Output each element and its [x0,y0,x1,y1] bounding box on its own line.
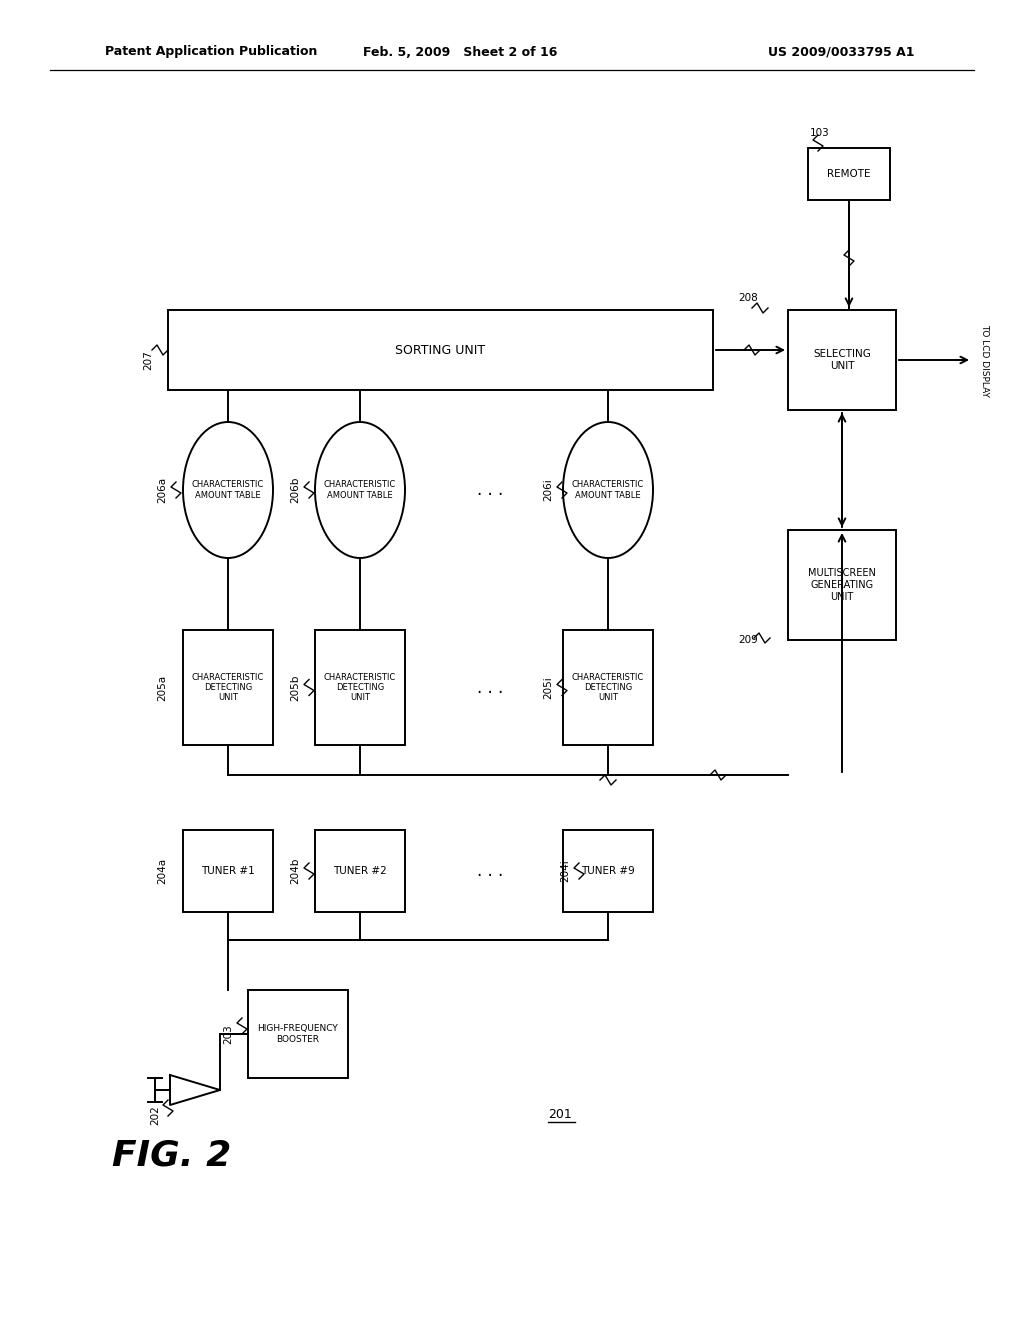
Bar [315,630,406,744]
Text: 204i: 204i [560,859,570,882]
Text: REMOTE: REMOTE [827,169,870,180]
Text: 205a: 205a [157,675,167,701]
Text: CHARACTERISTIC
AMOUNT TABLE: CHARACTERISTIC AMOUNT TABLE [191,480,264,500]
Ellipse shape [315,422,406,558]
Text: TUNER #2: TUNER #2 [333,866,387,876]
Text: TUNER #1: TUNER #1 [201,866,255,876]
Bar [248,990,348,1078]
Bar [168,310,713,389]
Text: . . .: . . . [477,678,503,697]
Text: FIG. 2: FIG. 2 [112,1138,231,1172]
Bar [808,148,890,201]
Text: 204a: 204a [157,858,167,884]
Text: US 2009/0033795 A1: US 2009/0033795 A1 [768,45,915,58]
Text: 206a: 206a [157,477,167,503]
Text: TO LCD DISPLAY: TO LCD DISPLAY [981,323,989,396]
Text: 203: 203 [223,1024,233,1044]
Text: 206i: 206i [543,479,553,502]
Text: . . .: . . . [477,480,503,499]
Text: HIGH-FREQUENCY
BOOSTER: HIGH-FREQUENCY BOOSTER [258,1024,338,1044]
Text: 201: 201 [548,1109,571,1122]
Text: CHARACTERISTIC
DETECTING
UNIT: CHARACTERISTIC DETECTING UNIT [571,673,644,702]
Text: Patent Application Publication: Patent Application Publication [105,45,317,58]
Bar [563,630,653,744]
Bar [183,630,273,744]
Text: CHARACTERISTIC
AMOUNT TABLE: CHARACTERISTIC AMOUNT TABLE [571,480,644,500]
Text: 206b: 206b [290,477,300,503]
Text: CHARACTERISTIC
DETECTING
UNIT: CHARACTERISTIC DETECTING UNIT [324,673,396,702]
Ellipse shape [183,422,273,558]
Text: Feb. 5, 2009   Sheet 2 of 16: Feb. 5, 2009 Sheet 2 of 16 [362,45,557,58]
Text: 207: 207 [143,350,153,370]
Bar [563,830,653,912]
Text: CHARACTERISTIC
DETECTING
UNIT: CHARACTERISTIC DETECTING UNIT [191,673,264,702]
Text: SORTING UNIT: SORTING UNIT [395,343,485,356]
Bar [183,830,273,912]
Text: MULTISCREEN
GENERATING
UNIT: MULTISCREEN GENERATING UNIT [808,569,876,602]
Text: 208: 208 [738,293,758,304]
Text: 202: 202 [150,1105,160,1125]
Bar [788,531,896,640]
Bar [315,830,406,912]
Text: 205b: 205b [290,675,300,701]
Ellipse shape [563,422,653,558]
Text: TUNER #9: TUNER #9 [582,866,635,876]
Text: SELECTING
UNIT: SELECTING UNIT [813,350,871,371]
Text: 205i: 205i [543,676,553,698]
Text: 204b: 204b [290,858,300,884]
Bar [788,310,896,411]
Text: CHARACTERISTIC
AMOUNT TABLE: CHARACTERISTIC AMOUNT TABLE [324,480,396,500]
Text: 103: 103 [810,128,829,139]
Text: 209: 209 [738,635,758,645]
Text: . . .: . . . [477,862,503,880]
